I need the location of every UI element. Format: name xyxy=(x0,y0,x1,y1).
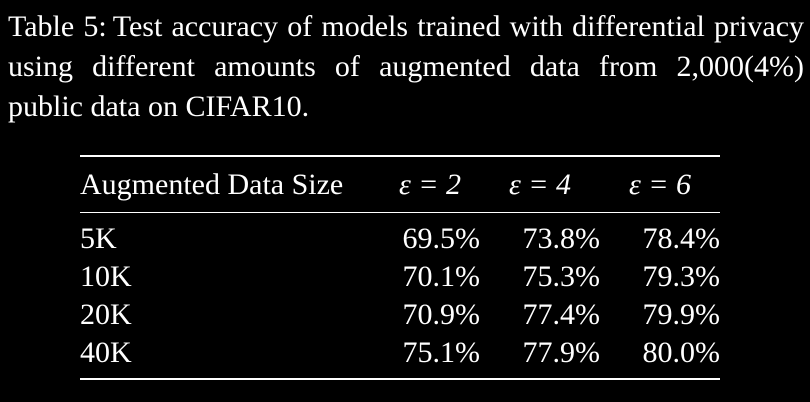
cell-eps4: 77.9% xyxy=(522,336,601,369)
header-row: Augmented Data Size ε = 2 ε = 4 ε = 6 xyxy=(80,157,720,212)
table-row: 40K 75.1% 77.9% 80.0% xyxy=(80,334,720,378)
header-augmented-data-size: Augmented Data Size xyxy=(80,167,344,201)
caption-label: Table 5: xyxy=(8,10,107,43)
cell-eps6: 78.4% xyxy=(642,222,721,255)
caption-text: Test accuracy of models trained with dif… xyxy=(8,10,805,123)
header-epsilon-2: ε = 2 xyxy=(398,167,462,201)
mid-rule xyxy=(80,212,720,213)
cell-eps2: 69.5% xyxy=(402,222,481,255)
cell-eps4: 75.3% xyxy=(522,260,601,293)
row-size: 10K xyxy=(80,260,132,293)
row-size: 5K xyxy=(80,222,117,255)
accuracy-table-body: 5K 69.5% 73.8% 78.4% 10K 70.1% 75.3% 79.… xyxy=(80,213,720,378)
cell-eps6: 79.9% xyxy=(642,298,721,331)
row-size: 20K xyxy=(80,298,132,331)
cell-eps2: 75.1% xyxy=(402,336,481,369)
cell-eps6: 79.3% xyxy=(642,260,721,293)
table-row: 5K 69.5% 73.8% 78.4% xyxy=(80,213,720,258)
table-row: 10K 70.1% 75.3% 79.3% xyxy=(80,258,720,296)
header-epsilon-6: ε = 6 xyxy=(628,167,692,201)
cell-eps4: 73.8% xyxy=(522,222,601,255)
row-size: 40K xyxy=(80,336,132,369)
table-caption: Table 5: Test accuracy of models trained … xyxy=(8,7,804,127)
cell-eps6: 80.0% xyxy=(642,336,721,369)
accuracy-table: Augmented Data Size ε = 2 ε = 4 ε = 6 xyxy=(80,157,720,212)
cell-eps2: 70.9% xyxy=(402,298,481,331)
bottom-rule xyxy=(80,378,720,380)
results-table: Augmented Data Size ε = 2 ε = 4 ε = 6 5K… xyxy=(80,155,720,380)
top-rule xyxy=(80,155,720,157)
cell-eps4: 77.4% xyxy=(522,298,601,331)
cell-eps2: 70.1% xyxy=(402,260,481,293)
table-row: 20K 70.9% 77.4% 79.9% xyxy=(80,296,720,334)
header-epsilon-4: ε = 4 xyxy=(508,167,572,201)
